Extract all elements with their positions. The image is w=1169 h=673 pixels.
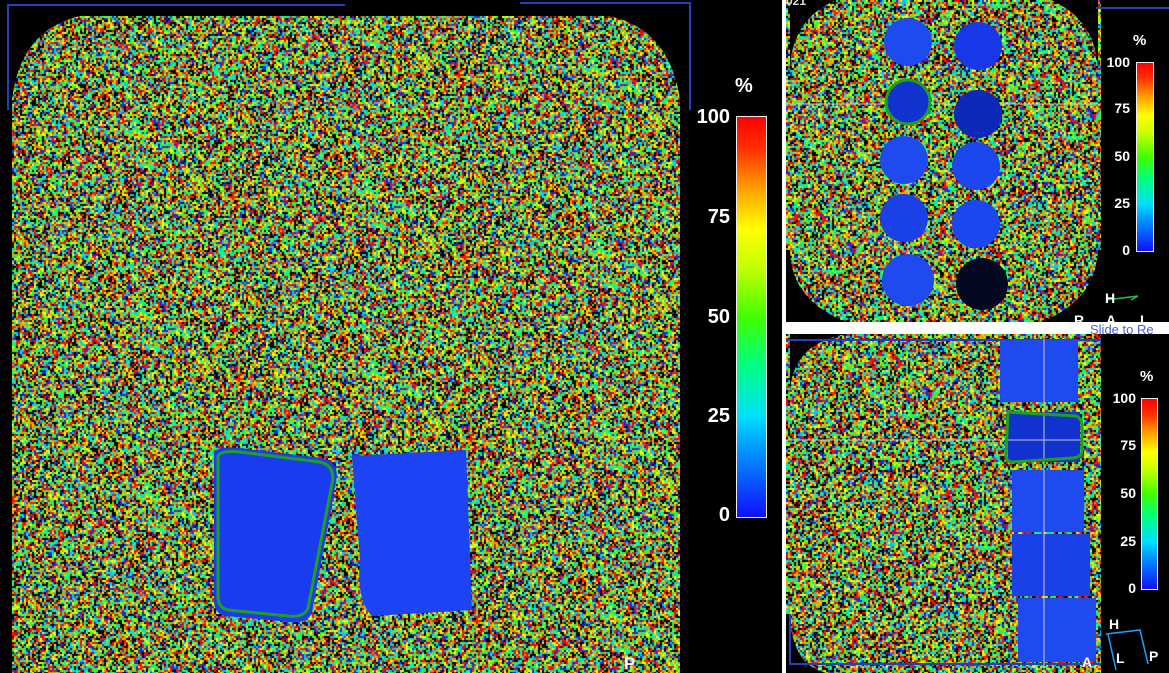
bottom-right-colorbar-tick-25: 25	[1120, 533, 1136, 549]
top-right-colorbar-tick-0: 0	[1122, 242, 1130, 258]
top-right-vial-7	[880, 194, 928, 242]
top-right-map-panel: 021 % 100 75 50 25 0 H R A L	[786, 0, 1169, 322]
bottom-right-colorbar-tick-0: 0	[1128, 580, 1136, 596]
main-orient-p: P	[624, 654, 636, 673]
bottom-right-colorbar-unit: %	[1140, 368, 1154, 385]
top-right-vial-4	[954, 90, 1002, 138]
bottom-right-sample-5	[1018, 598, 1096, 662]
top-right-vial-9	[882, 254, 934, 306]
top-right-orient-h: H	[1105, 290, 1116, 306]
bottom-right-colorbar-tick-75: 75	[1120, 437, 1136, 453]
top-right-header-text: 021	[786, 0, 807, 8]
main-colorbar-tick-25: 25	[707, 405, 730, 427]
top-right-colorbar-tick-50: 50	[1114, 148, 1130, 164]
top-right-vial-6	[952, 142, 1000, 190]
bottom-right-orient-a: A	[1082, 654, 1093, 670]
bottom-right-colorbar-tick-100: 100	[1112, 390, 1136, 406]
main-colorbar-tick-50: 50	[707, 306, 730, 328]
top-right-roi-outline	[884, 78, 932, 126]
bottom-right-orient-h: H	[1109, 616, 1120, 632]
top-right-orient-l: L	[1140, 312, 1149, 322]
top-right-overlay	[786, 0, 1169, 322]
top-right-vial-2	[954, 22, 1002, 70]
bottom-right-phantom-mask	[786, 334, 846, 673]
main-sample-right	[352, 450, 472, 616]
top-right-colorbar-tick-100: 100	[1106, 54, 1130, 70]
main-sample-left	[214, 447, 337, 623]
bottom-right-orient-p: P	[1149, 648, 1159, 664]
top-right-vial-5	[880, 136, 928, 184]
bottom-right-orient-box	[1105, 629, 1149, 671]
top-right-vial-10	[956, 258, 1008, 310]
main-colorbar-unit: %	[735, 75, 753, 97]
top-right-orient-r: R	[1074, 312, 1085, 322]
top-right-phantom-mask	[786, 0, 1101, 322]
bottom-right-partial-text: Slide to Re	[1090, 322, 1154, 337]
bottom-right-sample-3	[1012, 470, 1084, 532]
main-colorbar-tick-0: 0	[718, 504, 730, 526]
top-right-colorbar	[1136, 62, 1154, 252]
main-colorbar-tick-100: 100	[696, 106, 730, 128]
top-right-orient-box	[1105, 295, 1139, 301]
bottom-right-sample-1	[1000, 340, 1078, 402]
top-right-colorbar-unit: %	[1133, 32, 1147, 49]
top-right-vial-3	[885, 79, 931, 125]
bottom-right-colorbar-tick-50: 50	[1120, 485, 1136, 501]
top-right-colorbar-tick-75: 75	[1114, 100, 1130, 116]
main-overlay	[0, 0, 691, 673]
main-frame	[7, 2, 691, 110]
top-right-vial-8	[952, 200, 1000, 248]
top-right-noise-field	[786, 0, 1101, 322]
top-right-vial-1	[884, 18, 932, 66]
main-colorbar	[736, 116, 767, 518]
main-phantom-mask	[0, 0, 690, 673]
top-right-colorbar-tick-25: 25	[1114, 195, 1130, 211]
bottom-right-overlay	[786, 334, 1149, 673]
main-noise-field	[0, 0, 690, 673]
bottom-right-map-panel: % 100 75 50 25 0 H A L P	[786, 334, 1169, 673]
main-map-panel: P % 100 75 50 25 0	[0, 0, 782, 673]
bottom-right-orient-l: L	[1116, 650, 1125, 666]
main-roi-outline	[216, 450, 335, 618]
bottom-right-sample-4	[1012, 534, 1090, 596]
bottom-right-roi-outline	[1004, 410, 1084, 464]
bottom-right-colorbar	[1141, 398, 1158, 590]
panel-separator-horizontal	[786, 322, 1169, 334]
panel-separator-vertical	[782, 0, 786, 673]
main-colorbar-tick-75: 75	[707, 206, 730, 228]
top-right-orient-a: A	[1106, 312, 1117, 322]
